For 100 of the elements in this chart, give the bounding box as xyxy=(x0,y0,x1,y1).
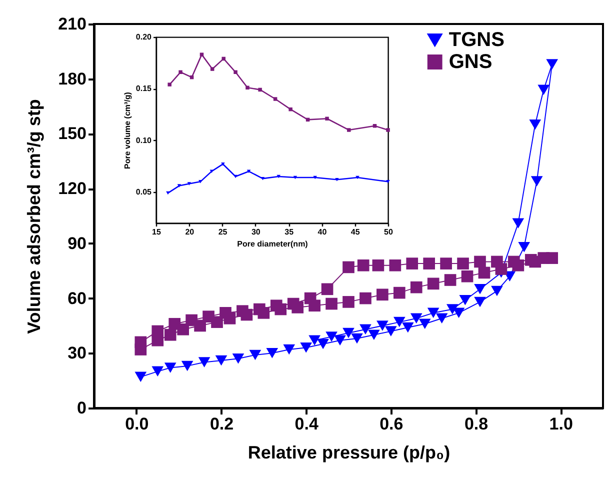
point xyxy=(321,283,334,296)
point xyxy=(304,292,316,304)
point xyxy=(530,176,543,186)
point xyxy=(283,344,296,355)
point xyxy=(436,313,448,324)
x-tick-label: 30 xyxy=(251,228,261,236)
point xyxy=(538,84,550,95)
point xyxy=(512,218,524,228)
point xyxy=(168,318,181,330)
point xyxy=(402,322,414,333)
point xyxy=(234,174,238,178)
point xyxy=(386,180,390,184)
point xyxy=(376,320,388,331)
point xyxy=(221,162,225,166)
point xyxy=(234,70,238,74)
point xyxy=(215,355,228,366)
point xyxy=(166,191,170,195)
x-tick-label: 15 xyxy=(152,228,162,236)
x-tick-label: 50 xyxy=(384,228,394,236)
y-tick-label: 0.20 xyxy=(136,32,152,42)
point xyxy=(342,328,354,338)
point xyxy=(386,128,390,132)
point xyxy=(491,286,503,296)
x-tick-label: 0.4 xyxy=(294,414,319,434)
point xyxy=(518,242,530,252)
point xyxy=(474,296,486,308)
point xyxy=(198,180,202,184)
point xyxy=(491,256,503,268)
point xyxy=(317,338,329,350)
y-tick-label: 120 xyxy=(58,179,86,198)
point xyxy=(308,335,320,346)
point xyxy=(376,288,388,301)
point xyxy=(164,362,176,373)
point xyxy=(181,360,194,372)
point xyxy=(335,178,339,182)
point xyxy=(326,332,338,342)
point xyxy=(232,354,244,364)
point xyxy=(200,52,204,56)
point xyxy=(423,258,436,270)
x-tick-label: 0.2 xyxy=(210,414,234,434)
x-tick-label: 0.0 xyxy=(125,414,149,434)
y-tick-label: 0.10 xyxy=(136,136,152,145)
point xyxy=(270,300,282,312)
x-tick-label: 0.6 xyxy=(380,414,404,434)
point xyxy=(410,281,422,294)
point xyxy=(186,314,198,326)
point xyxy=(440,258,452,270)
point xyxy=(389,259,402,272)
y-tick-label: 150 xyxy=(58,124,86,144)
point xyxy=(254,303,266,316)
point xyxy=(134,372,147,382)
y-tick-label: 90 xyxy=(68,234,86,253)
point xyxy=(427,278,440,290)
point xyxy=(177,184,182,188)
point xyxy=(418,318,431,330)
point xyxy=(258,88,262,92)
x-tick-label: 45 xyxy=(350,228,360,236)
point xyxy=(202,310,214,322)
point xyxy=(293,176,298,180)
point xyxy=(210,170,214,173)
line-series xyxy=(166,162,390,195)
point xyxy=(134,336,147,348)
point xyxy=(538,252,550,264)
point xyxy=(222,56,226,61)
x-tick-label: 1.0 xyxy=(549,414,573,434)
point xyxy=(360,324,372,334)
legend-label: GNS xyxy=(448,51,492,73)
point xyxy=(474,256,486,268)
point xyxy=(427,308,440,318)
point xyxy=(326,298,338,310)
point xyxy=(198,357,210,368)
point xyxy=(342,296,354,308)
y-tick-label: 30 xyxy=(68,344,86,363)
y-tick-label: 0.05 xyxy=(136,188,152,196)
point xyxy=(273,97,278,101)
x-tick-label: 35 xyxy=(284,228,294,236)
y-tick-label: 0.15 xyxy=(136,84,152,94)
point xyxy=(260,176,265,180)
point xyxy=(524,254,537,266)
point xyxy=(236,305,248,317)
point xyxy=(287,298,300,310)
point xyxy=(246,86,250,90)
point xyxy=(356,176,360,180)
x-tick-label: 20 xyxy=(185,228,195,236)
y-tick-label: 210 xyxy=(58,14,86,34)
legend-label: TGNS xyxy=(448,29,504,51)
point xyxy=(360,292,372,304)
x-tick-label: 0.8 xyxy=(464,414,488,434)
point xyxy=(385,326,397,336)
point xyxy=(461,270,474,282)
point xyxy=(351,333,363,344)
point xyxy=(152,325,164,338)
point xyxy=(406,258,418,270)
point xyxy=(300,342,312,353)
x-axis-title: Relative pressure (p/p₀) xyxy=(248,442,450,462)
point xyxy=(529,119,542,130)
y-tick-label: 60 xyxy=(68,288,86,308)
point xyxy=(276,174,280,178)
point xyxy=(474,284,486,294)
point xyxy=(478,266,490,279)
